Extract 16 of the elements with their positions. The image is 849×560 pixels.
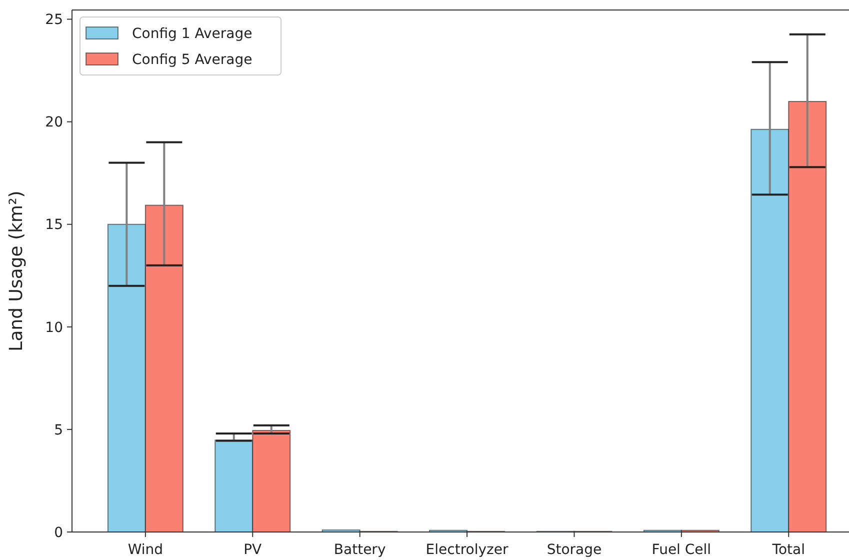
y-tick-label: 5	[54, 422, 63, 438]
y-tick-label: 15	[45, 217, 63, 234]
legend-label: Config 5 Average	[132, 52, 252, 68]
y-tick-label: 10	[45, 320, 63, 336]
y-axis-title: Land Usage (km²)	[6, 190, 27, 352]
y-tick-label: 0	[54, 524, 63, 541]
y-tick-label: 20	[45, 114, 63, 131]
y-tick-label: 25	[45, 12, 63, 28]
x-tick-label: PV	[244, 542, 262, 558]
x-tick-label: Total	[771, 542, 805, 558]
x-tick-label: Battery	[334, 542, 386, 558]
x-tick-label: Electrolyzer	[426, 542, 508, 558]
x-tick-label: Storage	[546, 542, 602, 558]
x-tick-label: Wind	[128, 542, 164, 558]
legend-label: Config 1 Average	[132, 26, 252, 42]
x-tick-label: Fuel Cell	[652, 542, 712, 558]
